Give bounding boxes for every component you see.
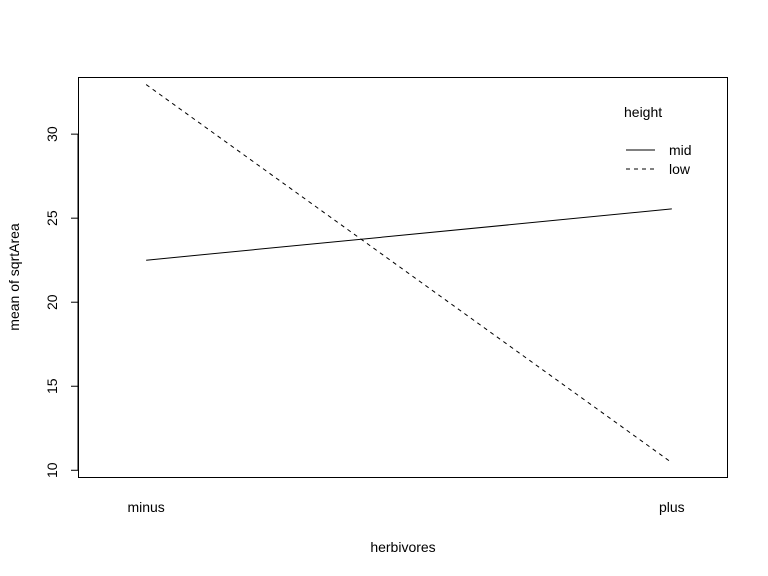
legend-title: height — [624, 104, 662, 120]
series-line-mid — [146, 208, 672, 261]
series-line-low — [145, 84, 673, 464]
legend-label-mid: mid — [669, 142, 692, 158]
legend-items: mid low — [626, 142, 692, 177]
x-axis-ticks: minus plus — [127, 499, 684, 515]
x-axis-label: herbivores — [370, 539, 435, 555]
legend-label-low: low — [669, 161, 691, 177]
y-axis-label: mean of sqrtArea — [6, 223, 22, 331]
y-tick-label: 25 — [44, 210, 60, 226]
y-tick-label: 20 — [44, 294, 60, 310]
y-tick-label: 15 — [44, 378, 60, 394]
y-axis: 10 15 20 25 30 — [44, 126, 79, 478]
x-tick-label-plus: plus — [659, 499, 685, 515]
plot-frame — [78, 77, 728, 478]
y-tick-label: 10 — [44, 462, 60, 478]
series-layer — [145, 84, 673, 464]
x-tick-label-minus: minus — [127, 499, 164, 515]
legend: height mid low — [624, 104, 692, 177]
y-tick-label: 30 — [44, 126, 60, 142]
